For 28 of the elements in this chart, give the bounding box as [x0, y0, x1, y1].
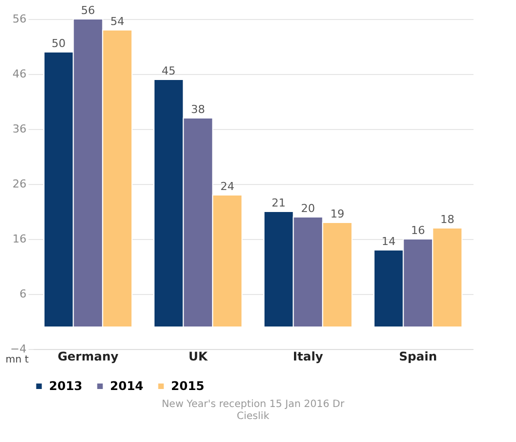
y-tick-label: 56 — [12, 12, 26, 26]
y-tick-label: −4 — [10, 342, 26, 356]
text: New Year's reception 15 Jan 2016 Dr Cieslik — [162, 399, 346, 422]
data-label: 14 — [382, 235, 396, 248]
y-tick-label: 6 — [20, 288, 26, 300]
data-label: 19 — [330, 208, 344, 220]
data-label: 24 — [220, 180, 234, 193]
data-label: 56 — [81, 4, 95, 17]
data-label: 38 — [191, 103, 205, 116]
y-tick-label: 26 — [12, 178, 26, 190]
data-label: 45 — [162, 64, 176, 78]
data-label: 16 — [411, 224, 425, 237]
x-tick-label: Spain — [399, 350, 437, 364]
legend-label: 2013 — [49, 379, 82, 394]
data-label: 50 — [52, 37, 66, 50]
data-label: 18 — [440, 213, 454, 226]
x-tick-label: Germany — [58, 350, 119, 364]
x-tick-label: UK — [188, 350, 208, 364]
data-label: 21 — [272, 196, 286, 210]
y-axis-title: mn t — [6, 354, 29, 366]
legend-label: 2014 — [110, 379, 144, 394]
y-tick-label: 36 — [12, 122, 26, 136]
y-tick-label: 46 — [12, 68, 26, 80]
y-tick-label: 16 — [12, 232, 26, 246]
data-label: 20 — [301, 202, 315, 215]
data-label: 54 — [110, 15, 124, 28]
legend-label: 2015 — [171, 379, 204, 394]
x-tick-label: Italy — [292, 350, 324, 364]
